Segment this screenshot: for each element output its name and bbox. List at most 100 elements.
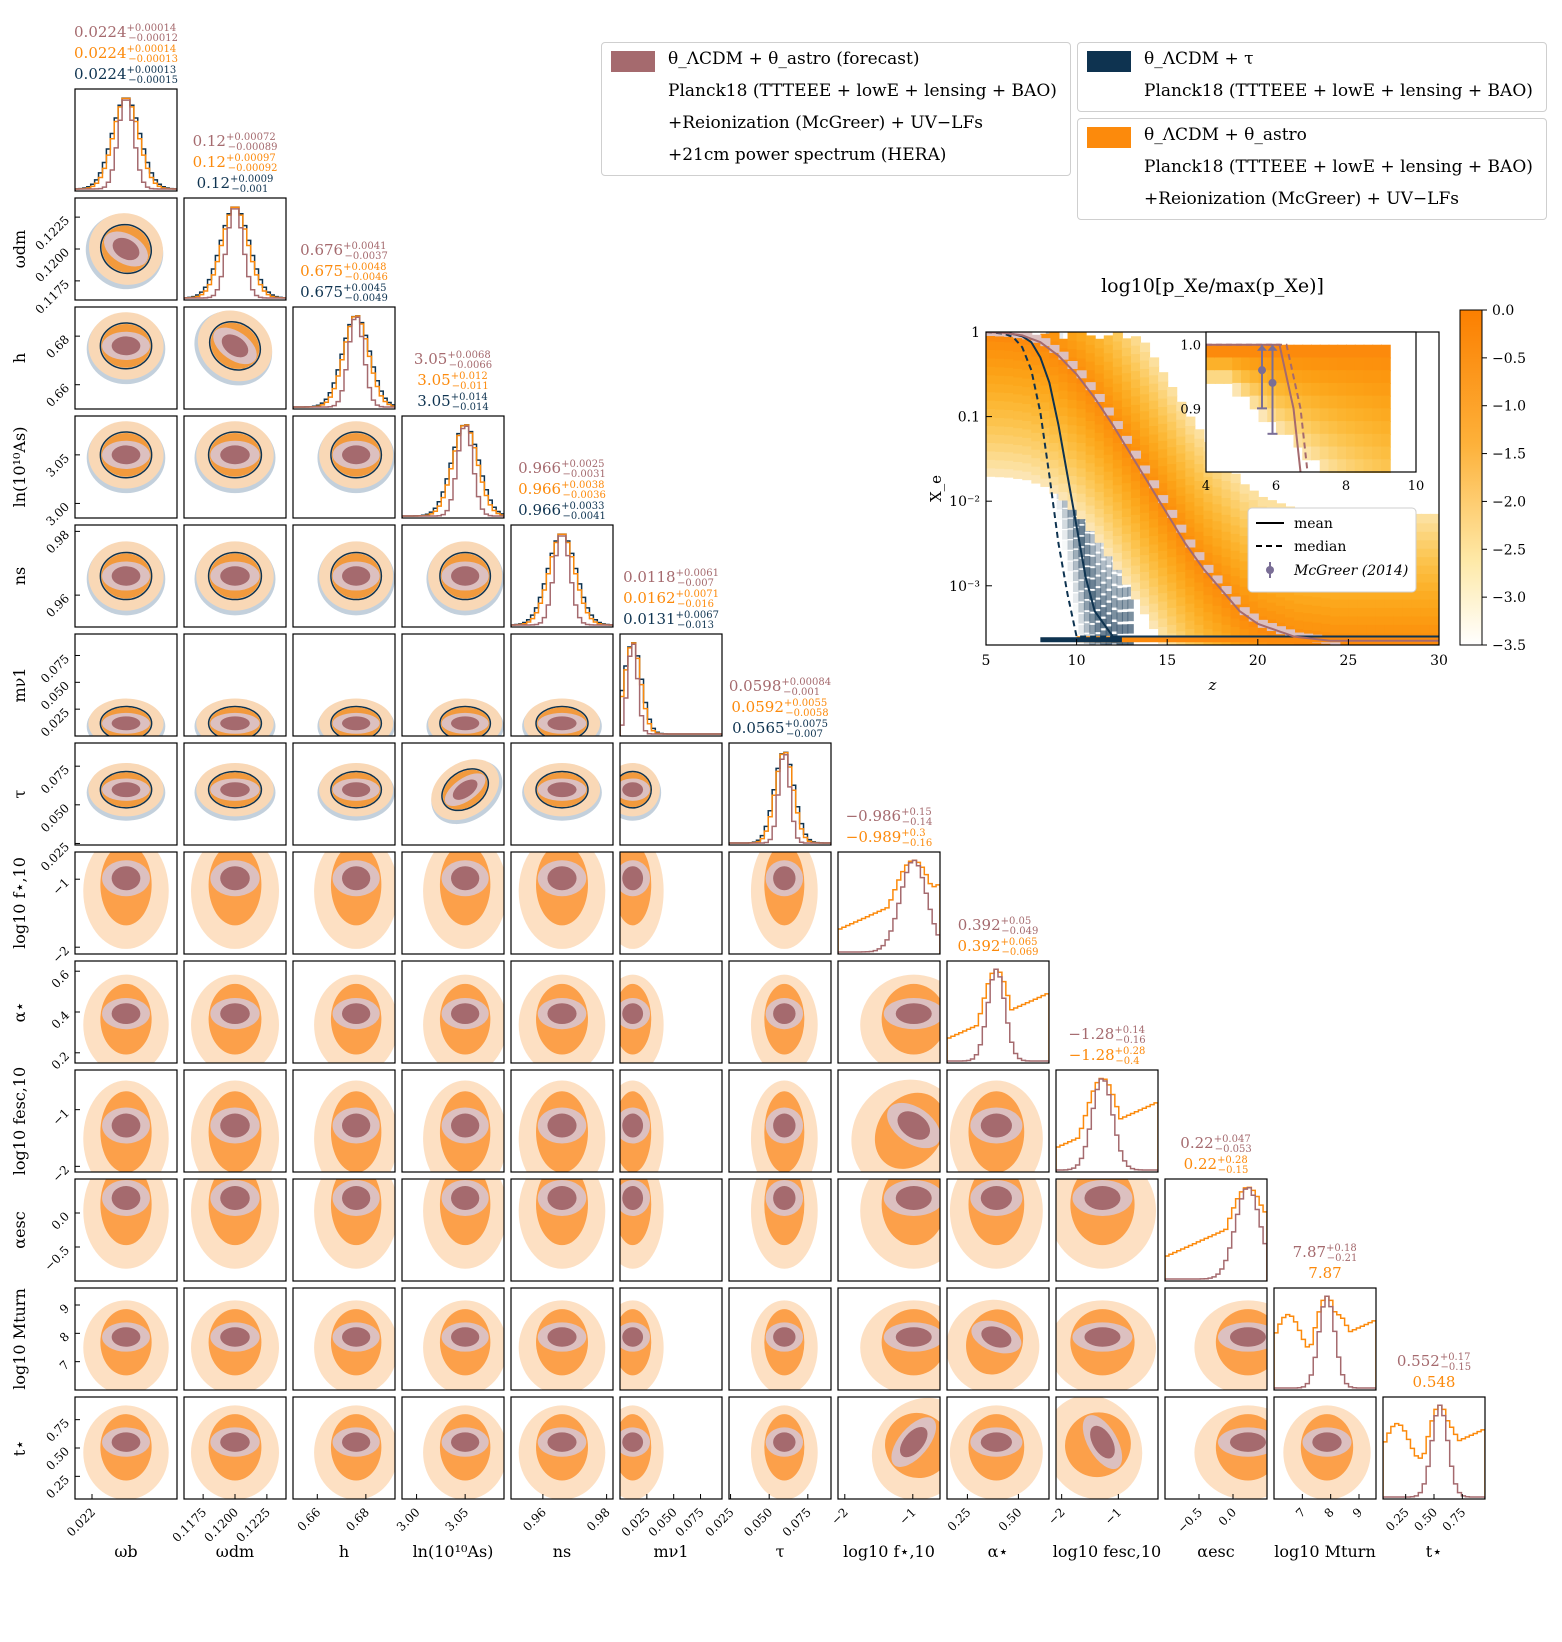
- xe-cell-tau: [1062, 540, 1069, 551]
- xe-cell-astro: [1013, 435, 1024, 446]
- xe-cell-astro: [1221, 640, 1232, 645]
- xe-cell-astro: [1040, 384, 1051, 394]
- inset-cell: [1328, 395, 1339, 410]
- xe-cell-astro: [1158, 465, 1169, 475]
- xe-cell-astro: [1321, 622, 1332, 633]
- xe-cell-astro: [1239, 568, 1250, 579]
- xe-cell-astro: [1085, 470, 1096, 481]
- contour-forecast-inner: [220, 1186, 250, 1211]
- xe-cell-astro: [1167, 454, 1178, 465]
- contour-forecast-inner: [1090, 1425, 1115, 1459]
- inset-cell: [1328, 382, 1339, 397]
- inset-cell: [1354, 446, 1365, 461]
- xe-cell-astro: [1411, 573, 1422, 583]
- xe-cell-astro: [1375, 598, 1386, 608]
- xe-cell-astro: [1339, 590, 1350, 600]
- xe-cell-astro: [1140, 359, 1151, 369]
- panel: [619, 1287, 723, 1391]
- xe-cell-astro: [1149, 585, 1160, 596]
- xe-cell-astro: [1230, 566, 1241, 577]
- contour-forecast-inner: [622, 1113, 644, 1138]
- inset-cell: [1319, 446, 1330, 461]
- xe-cell-astro: [1040, 392, 1051, 403]
- xe-cell-astro: [995, 332, 1006, 342]
- contour-forecast-inner: [111, 1003, 141, 1025]
- x-tick-label: 0.022: [64, 1505, 98, 1539]
- summary-lower: −0.00089: [228, 142, 278, 153]
- xe-cell-astro: [1140, 570, 1151, 581]
- xe-cell-astro: [1167, 547, 1178, 558]
- summary-lower: −0.15: [1440, 1362, 1471, 1373]
- panel: [183, 851, 287, 955]
- panel-frame: [510, 1069, 614, 1173]
- xe-cell-astro: [1221, 547, 1232, 558]
- xe-cell-tau: [1100, 583, 1107, 594]
- panel-frame: [183, 960, 287, 1064]
- contour-forecast-inner: [899, 1426, 928, 1458]
- x-tick-label: 0.1225: [233, 1505, 273, 1545]
- panel-frame: [728, 851, 832, 955]
- histogram: [1274, 1295, 1376, 1390]
- xe-cell-astro: [1384, 590, 1395, 600]
- xe-cell-astro: [1294, 619, 1305, 630]
- panel-frame: [619, 1396, 723, 1500]
- panel: [728, 960, 832, 1064]
- summary-lower: −0.001: [783, 687, 820, 698]
- summary-upper: +0.0067: [676, 610, 719, 621]
- inset-cell: [1372, 344, 1382, 359]
- xe-cell-astro: [1212, 486, 1223, 496]
- contour-forecast-inner: [980, 1113, 1012, 1138]
- x-axis-label: ωb: [114, 1542, 137, 1561]
- xe-cell-tau: [1062, 519, 1069, 529]
- summary-lower: −0.069: [1001, 947, 1038, 958]
- xe-cell-astro: [1194, 539, 1205, 549]
- inset-cell: [1241, 344, 1251, 359]
- xe-cell-astro: [1312, 621, 1323, 632]
- y-axis-label: log10 f⋆,10: [10, 857, 29, 949]
- y-axis-label: ln(10¹⁰As): [10, 427, 29, 508]
- xe-cell-astro: [986, 425, 997, 435]
- panel: [510, 960, 614, 1064]
- panel-frame: [1055, 1396, 1159, 1500]
- inset-cell: [1381, 357, 1391, 372]
- inset-cell: [1302, 433, 1312, 448]
- panel-content: [317, 698, 395, 736]
- inset-cell: [1258, 357, 1269, 372]
- panel-frame: [510, 524, 614, 628]
- xe-cell-astro: [1366, 606, 1377, 617]
- xe-cell-astro: [1085, 343, 1096, 354]
- panel-content: [620, 642, 722, 736]
- xe-cell-astro: [1130, 573, 1142, 583]
- xe-cell-astro: [1058, 491, 1069, 501]
- xe-cell-astro: [1121, 558, 1132, 568]
- panel: [401, 960, 505, 1064]
- panel-frame: [510, 960, 614, 1064]
- xe-cell-astro: [1121, 338, 1132, 348]
- panel-frame: [728, 1178, 832, 1282]
- inset-cell: [1311, 408, 1321, 423]
- xe-legend: [1247, 507, 1417, 593]
- xe-cell-tau: [1089, 613, 1096, 624]
- xe-cell-tau: [1100, 607, 1107, 617]
- xe-cell-astro: [1149, 391, 1160, 401]
- xe-cell-astro: [1203, 484, 1214, 494]
- inset-cell: [1302, 446, 1312, 461]
- xe-cell-astro: [1140, 503, 1151, 513]
- inset-curve-mean: [1206, 343, 1302, 473]
- inset-cell: [1319, 421, 1330, 435]
- xe-cell-astro: [1239, 484, 1250, 494]
- panel: [510, 524, 614, 628]
- xe-cell-astro: [1130, 564, 1142, 575]
- xe-cell-astro: [1221, 496, 1232, 507]
- inset-cell: [1249, 370, 1260, 384]
- xe-cell-astro: [1339, 623, 1350, 634]
- panel-frame: [401, 524, 505, 628]
- xe-cell-astro: [1284, 616, 1296, 626]
- panel: [619, 1069, 723, 1173]
- panel-frame: [619, 1287, 723, 1391]
- xe-cell-astro: [1158, 439, 1169, 450]
- xe-cell-astro: [995, 450, 1006, 461]
- inset-cell: [1319, 357, 1330, 372]
- inset-cell: [1354, 344, 1365, 359]
- xe-cell-astro: [1085, 513, 1096, 523]
